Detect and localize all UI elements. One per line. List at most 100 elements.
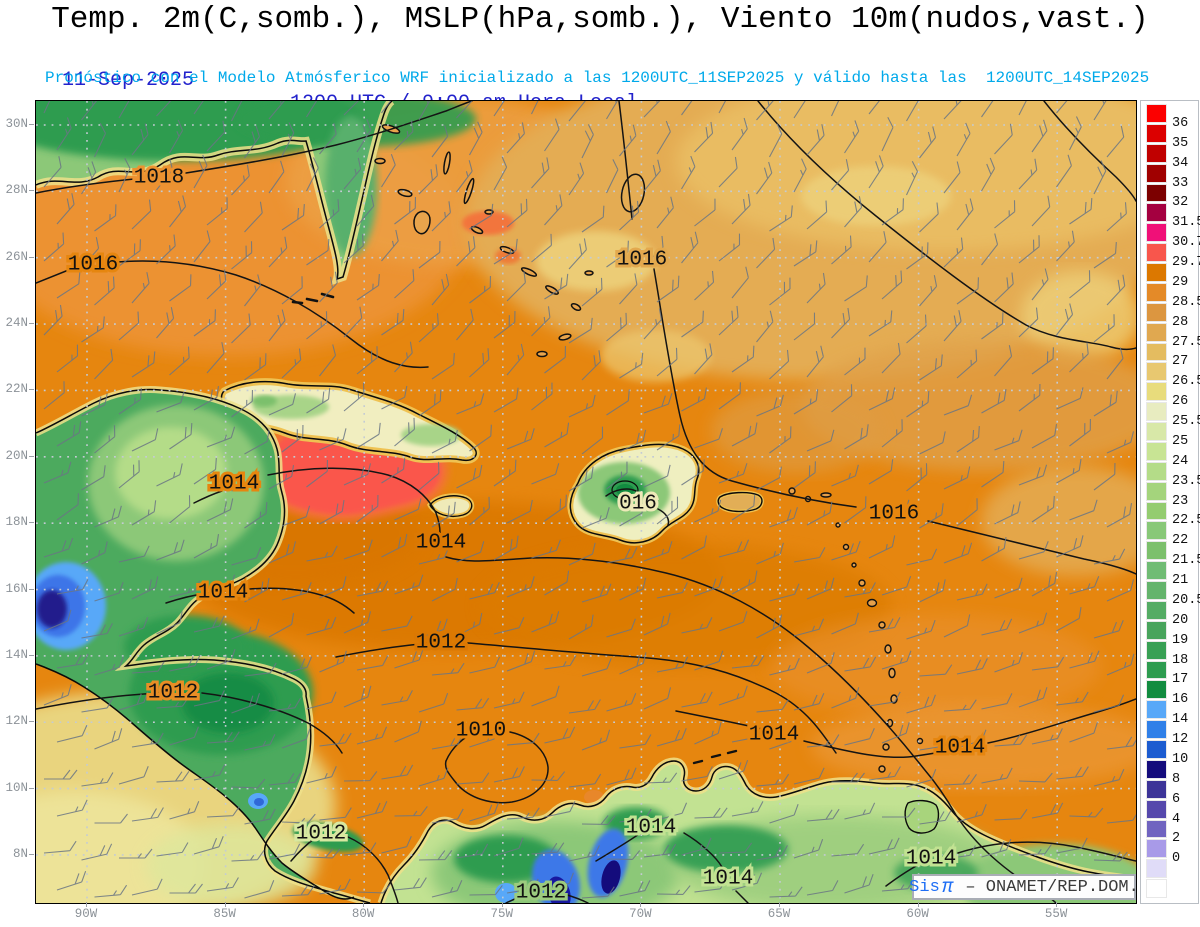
colorbar-tick-label: 19 xyxy=(1172,632,1189,648)
colorbar-tick-label: 4 xyxy=(1172,811,1181,827)
colorbar-swatch xyxy=(1146,123,1167,143)
colorbar-tick-label: 12 xyxy=(1172,732,1189,747)
colorbar-swatch xyxy=(1146,223,1167,243)
colorbar-swatch xyxy=(1146,203,1167,223)
isobar-label: 1012 xyxy=(516,882,566,903)
colorbar-swatch xyxy=(1146,501,1167,521)
axis-tick-label: 26N xyxy=(5,249,28,264)
colorbar-swatch xyxy=(1146,720,1167,739)
axis-tick xyxy=(1056,902,1058,907)
axis-tick xyxy=(29,389,34,391)
abc-islands xyxy=(692,749,738,765)
axis-tick-label: 30N xyxy=(5,117,28,131)
colorbar-swatch xyxy=(1146,302,1167,322)
axis-tick-label: 65W xyxy=(767,907,791,921)
colorbar-swatch xyxy=(1146,422,1167,441)
axis-tick xyxy=(29,256,34,258)
axis-tick xyxy=(29,522,34,524)
colorbar-swatch xyxy=(1146,441,1167,461)
isobar-label: 1014 xyxy=(209,473,259,496)
axis-tick-label: 55W xyxy=(1044,907,1068,921)
colorbar-tick-label: 0 xyxy=(1172,851,1181,867)
axis-tick-label: 10N xyxy=(5,780,28,795)
colorbar-swatch xyxy=(1146,481,1167,501)
colorbar-tick-label: 25.5 xyxy=(1172,414,1200,429)
colorbar-swatch xyxy=(1146,759,1167,779)
isobar-labels-layer: 1018 1016 1016 1014 1014 016 1016 1014 1012 1012 1… xyxy=(65,164,988,903)
isobar-label: 1014 xyxy=(626,817,676,840)
isobar-label: 1016 xyxy=(617,249,667,272)
colorbar-tick-label: 23.5 xyxy=(1172,473,1200,489)
isobar-label: 1016 xyxy=(869,503,919,526)
isobar-label: 1010 xyxy=(456,720,506,743)
axis-tick xyxy=(917,902,919,907)
south-america-land xyxy=(377,757,1136,903)
isobar-label: 016 xyxy=(619,493,657,516)
colorbar-swatch xyxy=(1146,382,1167,402)
colorbar-tick-label: 23 xyxy=(1172,493,1189,509)
isobar-label: 1014 xyxy=(906,848,956,871)
isobar-label: 1014 xyxy=(198,582,248,605)
colorbar-swatch xyxy=(1146,163,1167,183)
colorbar-tick-label: 16 xyxy=(1172,692,1189,708)
colorbar-tick-label: 30.7 xyxy=(1172,235,1200,251)
axis-tick-label: 24N xyxy=(5,316,28,331)
isobar-label: 1014 xyxy=(703,868,753,891)
isobar-label: 1012 xyxy=(416,632,466,655)
colorbar-swatch xyxy=(1146,680,1167,700)
colorbar-tick-label: 28.5 xyxy=(1172,294,1200,310)
axis-tick-label: 60W xyxy=(906,907,929,921)
axis-tick-label: 14N xyxy=(5,647,28,662)
colorbar-tick-label: 31.5 xyxy=(1172,215,1200,231)
colorbar-tick-label: 20 xyxy=(1172,612,1189,628)
weather-map-canvas: 1018 1016 1016 1014 1014 016 1016 1014 1012 1012 1… xyxy=(35,100,1137,904)
colorbar-swatch xyxy=(1146,561,1167,580)
colorbar-swatch xyxy=(1146,461,1167,481)
axis-tick-label: 90W xyxy=(74,907,98,921)
axis-tick-label: 16N xyxy=(5,581,28,596)
colorbar-tick-label: 6 xyxy=(1172,791,1181,807)
colorbar-tick-label: 17 xyxy=(1172,672,1189,688)
axis-tick xyxy=(29,787,34,789)
axis-tick-label: 85W xyxy=(213,907,236,921)
colorbar-tick-label: 26 xyxy=(1172,394,1189,410)
axis-tick xyxy=(29,588,34,590)
axis-tick-label: 18N xyxy=(5,515,28,530)
colorbar-tick-label: 27 xyxy=(1172,354,1189,370)
colorbar-tick-label: 29.7 xyxy=(1172,255,1200,270)
forecast-date: 11-Sep-2025 xyxy=(62,69,195,92)
map-svg: 1018 1016 1016 1014 1014 016 1016 1014 1012 1012 1… xyxy=(36,101,1136,903)
axis-tick-label: 70W xyxy=(629,907,652,921)
colorbar-tick-label: 36 xyxy=(1172,115,1189,131)
axis-tick xyxy=(363,902,365,907)
colorbar-tick-label: 8 xyxy=(1172,771,1181,787)
colorbar-swatch xyxy=(1146,263,1167,282)
isobar-label: 1018 xyxy=(134,167,184,190)
colorbar-tick-label: 21 xyxy=(1172,573,1189,588)
colorbar-tick-label: 33 xyxy=(1172,175,1189,191)
colorbar-tick-label: 28 xyxy=(1172,314,1189,330)
colorbar-tick-label: 35 xyxy=(1172,135,1189,151)
isobar-label: 1016 xyxy=(68,254,118,277)
colorbar-tick-label: 34 xyxy=(1172,155,1189,171)
colorbar-swatch xyxy=(1146,243,1167,262)
isobar-label: 1014 xyxy=(749,724,799,747)
lat-lon-gridlines xyxy=(36,101,1136,903)
watermark-box: Sis π – ONAMET/REP.DOM. xyxy=(909,874,1139,900)
colorbar-swatch xyxy=(1146,779,1167,799)
central-america-land xyxy=(36,386,371,903)
axis-tick xyxy=(29,455,34,457)
isobar-label: 1012 xyxy=(296,823,346,846)
page-title: Temp. 2m(C,somb.), MSLP(hPa,somb.), Vien… xyxy=(51,2,1149,37)
colorbar-swatch xyxy=(1146,581,1167,600)
colorbar-swatch xyxy=(1146,740,1167,759)
colorbar-swatch xyxy=(1146,541,1167,561)
colorbar-swatch xyxy=(1146,362,1167,382)
colorbar-swatch xyxy=(1146,282,1167,302)
axis-tick-label: 12N xyxy=(5,714,28,729)
axis-tick xyxy=(29,190,34,192)
colorbar-swatch xyxy=(1146,839,1167,859)
colorbar-tick-label: 14 xyxy=(1172,712,1189,728)
cuba-island xyxy=(218,378,480,464)
